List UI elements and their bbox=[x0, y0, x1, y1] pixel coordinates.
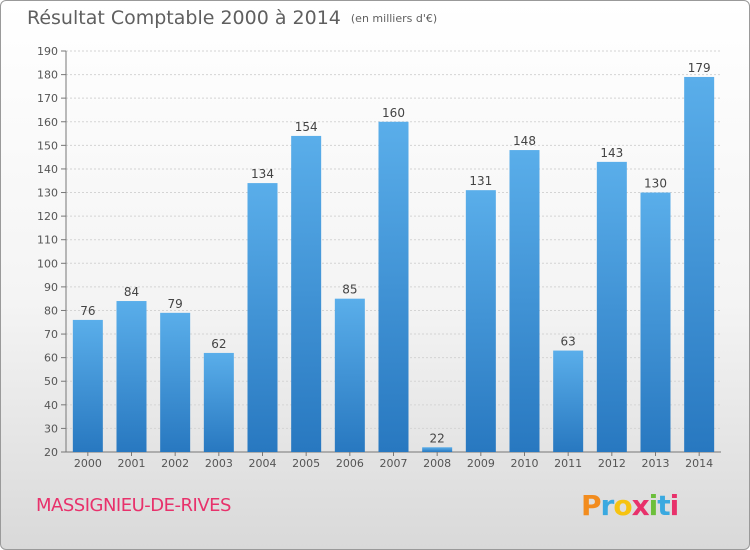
logo-letter: P bbox=[581, 489, 602, 522]
logo-letter: t bbox=[657, 489, 670, 522]
y-tick-label: 30 bbox=[44, 422, 58, 435]
x-tick-label-2014: 2014 bbox=[685, 457, 713, 470]
data-label-2006: 85 bbox=[342, 283, 357, 297]
data-label-2013: 130 bbox=[644, 177, 667, 191]
logo-letter: i bbox=[669, 489, 680, 522]
data-label-2008: 22 bbox=[430, 431, 445, 445]
logo-letter: o bbox=[613, 489, 632, 522]
x-tick-label-2012: 2012 bbox=[598, 457, 626, 470]
chart-title: Résultat Comptable 2000 à 2014 (en millie… bbox=[27, 7, 437, 29]
y-tick-label: 160 bbox=[37, 116, 58, 129]
bar-2014 bbox=[684, 76, 715, 453]
y-tick-label: 170 bbox=[37, 92, 58, 105]
city-name: MASSIGNIEU-DE-RIVES bbox=[36, 495, 231, 516]
x-tick-label-2000: 2000 bbox=[74, 457, 102, 470]
bar-2000 bbox=[72, 319, 103, 452]
bar-2010 bbox=[509, 150, 540, 452]
x-tick-label-2010: 2010 bbox=[511, 457, 539, 470]
bar-2012 bbox=[596, 161, 627, 453]
y-tick-label: 150 bbox=[37, 139, 58, 152]
y-tick-label: 180 bbox=[37, 69, 58, 82]
bars bbox=[72, 76, 715, 453]
y-tick-label: 190 bbox=[37, 45, 58, 58]
y-tick-label: 20 bbox=[44, 446, 58, 459]
logo-letter: r bbox=[600, 489, 615, 522]
y-tick-label: 50 bbox=[44, 375, 58, 388]
x-tick-label-2013: 2013 bbox=[642, 457, 670, 470]
bar-2013 bbox=[640, 192, 671, 452]
y-tick-label: 40 bbox=[44, 399, 58, 412]
x-tick-label-2008: 2008 bbox=[423, 457, 451, 470]
data-label-2009: 131 bbox=[469, 174, 492, 188]
data-label-2014: 179 bbox=[688, 61, 711, 75]
data-label-2004: 134 bbox=[251, 167, 274, 181]
bar-2005 bbox=[291, 135, 322, 452]
x-tick-labels: 2000 2001 2002 2003 2004 2005 2006 2007 2008 2009… bbox=[74, 457, 713, 470]
data-label-2007: 160 bbox=[382, 106, 405, 120]
bar-2001 bbox=[116, 301, 147, 452]
proxiti-logo: Proxiti bbox=[581, 489, 680, 522]
y-tick-label: 70 bbox=[44, 328, 58, 341]
data-label-2011: 63 bbox=[561, 335, 576, 349]
data-labels: 76 84 79 62 134 154 85 160 22 131 148 63 143 130 179 bbox=[80, 61, 710, 445]
x-tick-label-2011: 2011 bbox=[554, 457, 582, 470]
x-tick-label-2005: 2005 bbox=[292, 457, 320, 470]
logo-letter: x bbox=[631, 489, 650, 522]
data-label-2010: 148 bbox=[513, 134, 536, 148]
data-label-2003: 62 bbox=[211, 337, 226, 351]
data-label-2000: 76 bbox=[80, 304, 95, 318]
x-tick-label-2002: 2002 bbox=[161, 457, 189, 470]
chart-title-text: Résultat Comptable 2000 à 2014 bbox=[27, 7, 341, 29]
bar-2009 bbox=[465, 190, 496, 452]
bar-2004 bbox=[247, 183, 278, 452]
x-tick-label-2003: 2003 bbox=[205, 457, 233, 470]
bar-2002 bbox=[160, 312, 191, 452]
bar-2011 bbox=[553, 350, 584, 452]
x-tick-label-2007: 2007 bbox=[380, 457, 408, 470]
y-tick-label: 60 bbox=[44, 352, 58, 365]
bar-2007 bbox=[378, 121, 409, 452]
data-label-2005: 154 bbox=[295, 120, 318, 134]
y-tick-label: 80 bbox=[44, 304, 58, 317]
y-tick-label: 100 bbox=[37, 257, 58, 270]
x-tick-label-2006: 2006 bbox=[336, 457, 364, 470]
y-tick-label: 90 bbox=[44, 281, 58, 294]
bar-2003 bbox=[203, 352, 234, 452]
y-tick-label: 130 bbox=[37, 187, 58, 200]
x-tick-label-2004: 2004 bbox=[249, 457, 277, 470]
bar-2008 bbox=[422, 447, 453, 452]
x-tick-label-2009: 2009 bbox=[467, 457, 495, 470]
y-tick-label: 110 bbox=[37, 234, 58, 247]
y-tick-labels: 20 30 40 50 60 70 80 90 100 110 120 130 140 150 160 170… bbox=[37, 45, 58, 459]
logo-letter: i bbox=[648, 489, 659, 522]
chart-unit: (en milliers d'€) bbox=[350, 12, 438, 25]
data-label-2002: 79 bbox=[168, 297, 183, 311]
data-label-2012: 143 bbox=[600, 146, 623, 160]
bar-2006 bbox=[334, 298, 365, 452]
y-tick-label: 120 bbox=[37, 210, 58, 223]
data-label-2001: 84 bbox=[124, 285, 139, 299]
y-tick-label: 140 bbox=[37, 163, 58, 176]
x-tick-label-2001: 2001 bbox=[118, 457, 146, 470]
